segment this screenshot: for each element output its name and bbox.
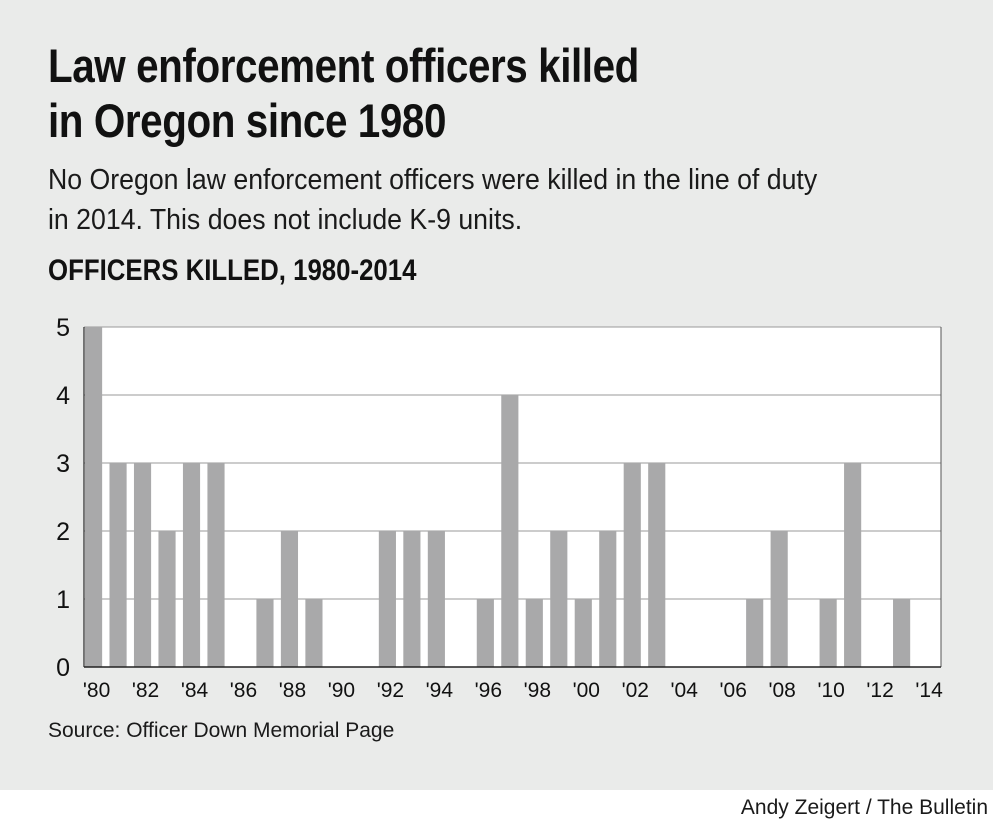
bar-2003 (648, 463, 666, 667)
source-note: Source: Officer Down Memorial Page (48, 719, 395, 742)
bar-1983 (158, 531, 176, 667)
x-tick-label: '80 (83, 679, 110, 702)
y-tick-label: 5 (56, 314, 70, 342)
bar-1994 (427, 531, 445, 667)
y-tick-label: 3 (56, 450, 70, 478)
x-tick-label: '00 (573, 679, 600, 702)
x-tick-label: '06 (720, 679, 747, 702)
bar-1999 (550, 531, 568, 667)
x-tick-label: '12 (866, 679, 893, 702)
bar-2011 (844, 463, 862, 667)
x-tick-label: '92 (377, 679, 404, 702)
chart-title: OFFICERS KILLED, 1980-2014 (48, 254, 417, 287)
y-tick-label: 1 (56, 586, 70, 614)
bar-1997 (501, 395, 519, 667)
page-title: Law enforcement officers killed in Orego… (48, 38, 822, 148)
subtitle: No Oregon law enforcement officers were … (48, 160, 968, 240)
y-tick-label: 0 (56, 654, 70, 682)
bar-1992 (378, 531, 396, 667)
bar-2010 (819, 599, 837, 667)
bar-1993 (403, 531, 421, 667)
subtitle-line-1: No Oregon law enforcement officers were … (48, 164, 818, 196)
bar-1984 (182, 463, 201, 667)
bar-1982 (133, 463, 152, 667)
x-tick-label: '08 (768, 679, 795, 702)
bar-1987 (256, 599, 274, 667)
bar-1998 (525, 599, 543, 667)
credit-line: Andy Zeigert / The Bulletin (740, 796, 988, 819)
x-tick-label: '90 (328, 679, 355, 702)
bar-1988 (280, 531, 299, 667)
bar-1980 (85, 327, 103, 667)
bar-2000 (574, 599, 592, 667)
x-tick-label: '86 (230, 679, 257, 702)
x-tick-label: '88 (279, 679, 306, 702)
x-tick-label: '14 (915, 679, 943, 702)
y-tick-label: 2 (56, 518, 70, 546)
title-line-2: in Oregon since 1980 (48, 94, 447, 147)
x-tick-label: '02 (622, 679, 649, 702)
subtitle-line-2: in 2014. This does not include K-9 units… (48, 204, 523, 236)
x-tick-label: '96 (475, 679, 502, 702)
x-tick-label: '84 (181, 679, 209, 702)
bar-1981 (109, 463, 127, 667)
y-tick-label: 4 (56, 382, 70, 410)
bar-1985 (207, 463, 225, 667)
bar-2013 (893, 599, 911, 667)
title-line-1: Law enforcement officers killed (48, 39, 639, 92)
bar-1989 (305, 599, 323, 667)
x-tick-label: '04 (671, 679, 699, 702)
bar-2001 (599, 531, 617, 667)
bar-2002 (623, 463, 641, 667)
x-tick-label: '82 (132, 679, 159, 702)
bar-2007 (746, 599, 764, 667)
x-tick-label: '10 (817, 679, 844, 702)
x-tick-label: '94 (426, 679, 454, 702)
bar-2008 (770, 531, 788, 667)
bar-1996 (476, 599, 494, 667)
x-tick-label: '98 (524, 679, 551, 702)
